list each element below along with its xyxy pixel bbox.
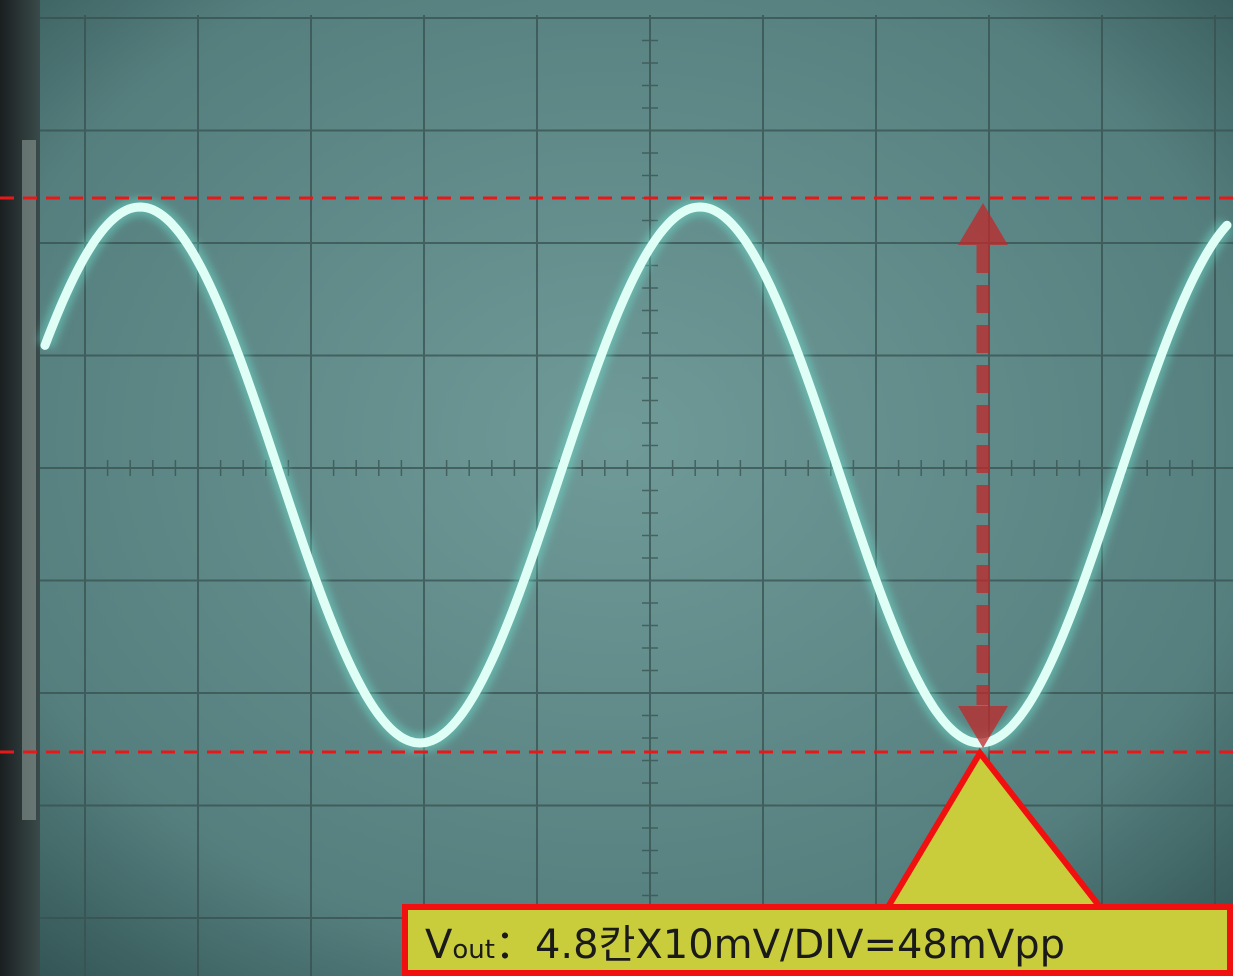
measure-arrow [958,203,1008,748]
callout-text: Vout：4.8칸X10mV/DIV=48mVpp [425,922,1065,968]
waveform-trace [40,202,1232,748]
symbol: V [425,922,453,968]
callout-box [402,904,1233,976]
measurement: ：4.8칸X10mV/DIV=48mVpp [495,922,1065,968]
subscript: out [452,935,495,965]
bezel-edge [22,140,36,820]
